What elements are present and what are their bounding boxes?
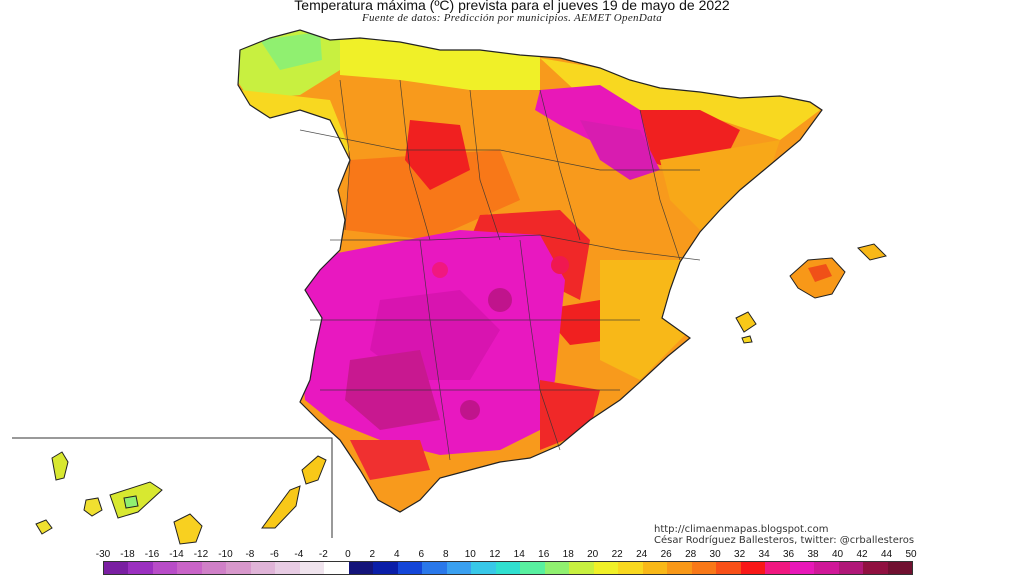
legend-swatch bbox=[569, 562, 594, 574]
legend-swatch bbox=[373, 562, 398, 574]
legend-tick-label: 36 bbox=[783, 549, 795, 560]
legend-tick-label: 24 bbox=[636, 549, 648, 560]
legend-tick-label: -8 bbox=[245, 549, 255, 560]
credit-author: César Rodríguez Ballesteros, twitter: @c… bbox=[654, 535, 915, 546]
legend-swatch bbox=[789, 562, 815, 574]
legend-tick-label: -10 bbox=[218, 549, 233, 560]
legend-tick-label: 38 bbox=[807, 549, 819, 560]
legend-tick-label: -12 bbox=[193, 549, 209, 560]
legend-tick-label: -4 bbox=[294, 549, 304, 560]
legend-swatch bbox=[177, 562, 202, 574]
legend-swatch bbox=[740, 562, 766, 574]
legend-tick-label: -14 bbox=[169, 549, 184, 560]
legend-swatch bbox=[863, 562, 888, 574]
legend-tick-label: 30 bbox=[709, 549, 721, 560]
legend-tick-label: 12 bbox=[489, 549, 501, 560]
legend-tick-label: 10 bbox=[464, 549, 476, 560]
legend-tick-label: 2 bbox=[369, 549, 376, 560]
credit-url[interactable]: http://climaenmapas.blogspot.com bbox=[654, 524, 829, 535]
legend-swatch bbox=[348, 562, 374, 574]
legend-color-bar bbox=[103, 561, 913, 575]
legend-ticks: -30 -18 -16 -14 -12 -10 -8 -6 -4 -2 0 2 4 6 8 10 12 14 16 1… bbox=[96, 549, 917, 561]
credit-block: http://climaenmapas.blogspot.com César R… bbox=[654, 524, 914, 546]
legend-tick-label: 28 bbox=[685, 549, 697, 560]
legend-swatch bbox=[618, 562, 643, 574]
legend-tick-label: -2 bbox=[318, 549, 328, 560]
temperature-map bbox=[12, 29, 887, 545]
canarias-inset-frame bbox=[12, 437, 333, 538]
legend-tick-label: -30 bbox=[95, 549, 111, 560]
legend-swatch bbox=[104, 562, 129, 574]
legend-tick-label: -16 bbox=[144, 549, 160, 560]
peninsula-region bbox=[238, 30, 822, 512]
legend-swatch bbox=[691, 562, 717, 574]
legend-swatch bbox=[397, 562, 423, 574]
province-borders bbox=[299, 79, 701, 461]
legend-swatch bbox=[250, 562, 276, 574]
legend-tick-label: 20 bbox=[587, 549, 599, 560]
legend-tick-label: 16 bbox=[538, 549, 550, 560]
legend-swatch bbox=[299, 562, 325, 574]
legend-tick-label: 0 bbox=[345, 549, 351, 560]
legend-swatch bbox=[520, 562, 545, 574]
legend-swatch bbox=[642, 562, 668, 574]
legend-swatch bbox=[275, 562, 300, 574]
legend-swatch bbox=[201, 562, 227, 574]
legend-swatch bbox=[716, 562, 741, 574]
legend-tick-label: -6 bbox=[269, 549, 279, 560]
legend-tick-label: 42 bbox=[856, 549, 868, 560]
legend-tick-label: 6 bbox=[418, 549, 425, 560]
legend-swatch bbox=[814, 562, 839, 574]
baleares-islands bbox=[735, 243, 887, 344]
legend-tick-label: 4 bbox=[394, 549, 400, 560]
canarias-islands bbox=[35, 451, 327, 545]
legend-tick-label: -18 bbox=[120, 549, 135, 560]
legend-swatch bbox=[226, 562, 251, 574]
legend-swatch bbox=[887, 562, 912, 574]
legend-swatch bbox=[765, 562, 790, 574]
legend-swatch bbox=[152, 562, 178, 574]
map-subtitle: Fuente de datos: Predicción por municipi… bbox=[361, 12, 663, 24]
legend-swatch bbox=[667, 562, 692, 574]
legend-tick-label: 26 bbox=[660, 549, 672, 560]
legend-tick-label: 18 bbox=[562, 549, 574, 560]
legend-swatch bbox=[128, 562, 153, 574]
legend-swatch bbox=[593, 562, 619, 574]
legend-swatch bbox=[544, 562, 570, 574]
legend-tick-label: 14 bbox=[513, 549, 525, 560]
legend-tick-label: 8 bbox=[443, 549, 449, 560]
legend-tick-label: 40 bbox=[831, 549, 844, 560]
legend-swatch bbox=[471, 562, 496, 574]
legend-tick-label: 32 bbox=[734, 549, 746, 560]
legend-swatch bbox=[446, 562, 472, 574]
legend-swatch bbox=[324, 562, 349, 574]
map-title: Temperatura máxima (ºC) prevista para el… bbox=[294, 0, 730, 13]
legend-tick-label: 50 bbox=[905, 549, 917, 560]
legend-tick-label: 34 bbox=[758, 549, 770, 560]
legend-swatch bbox=[422, 562, 447, 574]
legend-swatch bbox=[838, 562, 864, 574]
legend-tick-label: 44 bbox=[880, 549, 893, 560]
legend-swatch bbox=[495, 562, 521, 574]
legend-tick-label: 22 bbox=[611, 549, 623, 560]
